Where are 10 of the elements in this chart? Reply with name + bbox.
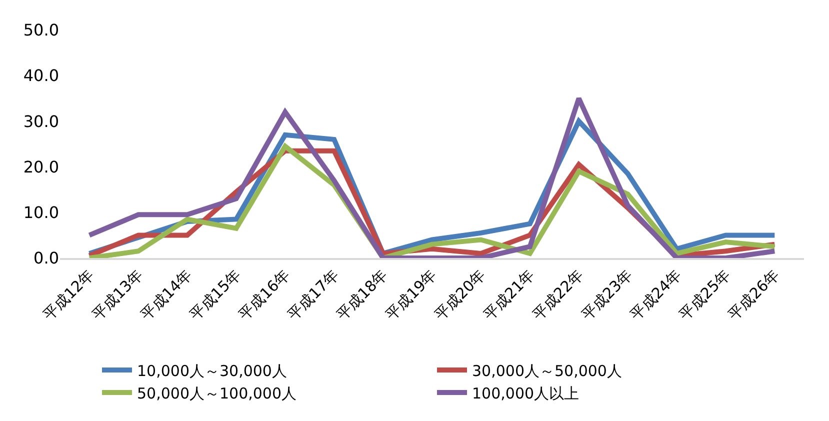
legend-label: 30,000人～50,000人 [472,362,622,380]
y-tick-label: 0.0 [34,248,59,268]
y-tick-label: 30.0 [23,112,59,131]
y-tick-label: 50.0 [23,20,59,40]
legend-label: 10,000人～30,000人 [137,362,287,380]
y-tick-label: 20.0 [23,157,59,176]
legend-label: 100,000人以上 [472,384,580,402]
y-tick-label: 10.0 [23,203,59,222]
y-tick-label: 40.0 [23,66,59,86]
legend-label: 50,000人～100,000人 [137,384,297,402]
